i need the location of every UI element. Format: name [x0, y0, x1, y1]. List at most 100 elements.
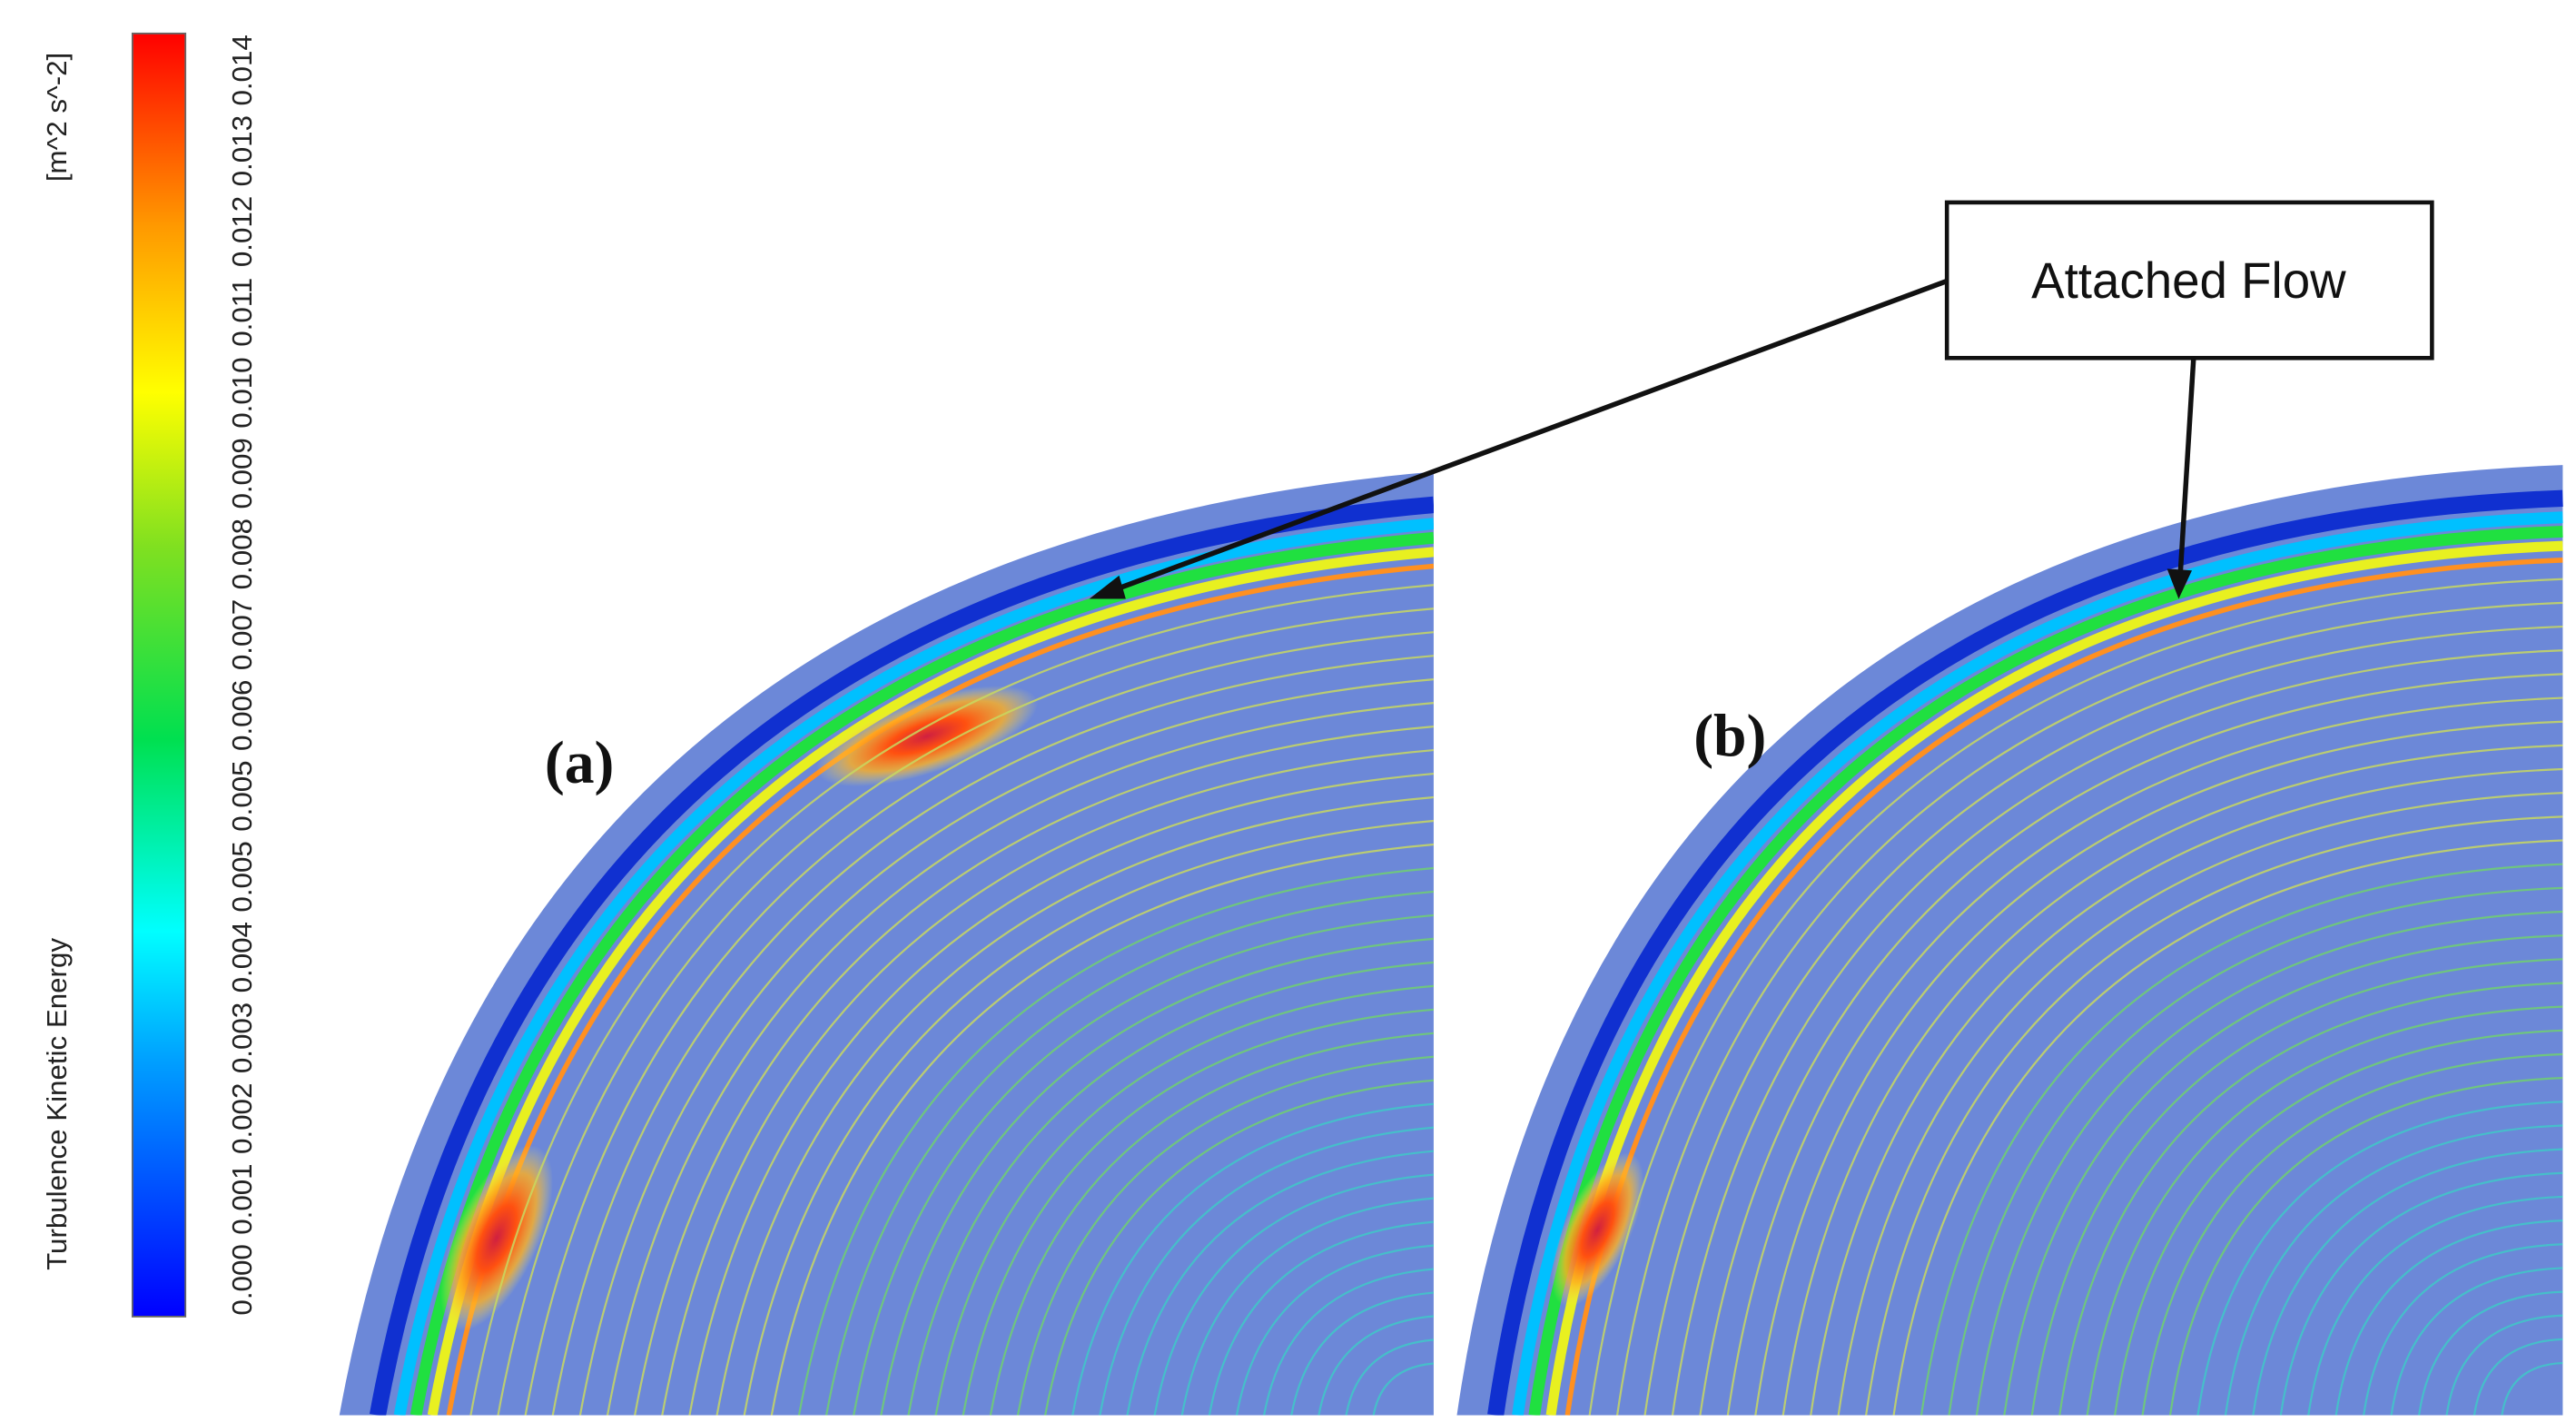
- annotation-text: Attached Flow: [2031, 252, 2346, 309]
- contour-line: [578, 678, 1434, 1416]
- contour-line: [1671, 649, 2563, 1416]
- contour-line: [2141, 1052, 2563, 1416]
- arrow: [1111, 278, 1949, 593]
- contour-line: [934, 984, 1434, 1416]
- contour-line: [2334, 1220, 2563, 1416]
- contour-line: [469, 584, 1434, 1416]
- colorbar-tick-label: 0.011: [226, 278, 258, 347]
- colorbar-tick-label: 0.002: [226, 1083, 258, 1154]
- colorbar-tick-label: 0.000: [226, 1244, 258, 1315]
- contour-line: [1290, 1291, 1434, 1416]
- contour-line: [1615, 601, 2563, 1416]
- boundary-layer: [1512, 511, 2563, 1416]
- colorbar-tick-label: 0.013: [226, 115, 258, 186]
- contour-line: [1781, 744, 2563, 1416]
- contour-line: [962, 1008, 1434, 1416]
- contour-line: [853, 913, 1434, 1416]
- contour-line: [2363, 1243, 2563, 1416]
- contour-line: [2279, 1171, 2563, 1416]
- colorbar-tick-label: 0.003: [226, 1002, 258, 1073]
- contour-line: [880, 937, 1434, 1416]
- domain: [339, 471, 1434, 1416]
- contour-line: [2252, 1148, 2563, 1416]
- contour-line: [1235, 1244, 1434, 1416]
- hot-spot: [816, 686, 1039, 787]
- colorbar-title: Turbulence Kinetic Energy: [41, 938, 73, 1270]
- hot-spot: [1551, 1152, 1644, 1308]
- contour-line: [2390, 1267, 2563, 1416]
- contour-line: [716, 795, 1434, 1416]
- colorbar-tick-label: 0.009: [226, 438, 258, 509]
- contour-line: [634, 725, 1434, 1416]
- contour-line: [989, 1032, 1434, 1416]
- contour-line: [1126, 1150, 1434, 1416]
- colorbar-tick-label: 0.004: [226, 922, 258, 992]
- panel-label: (b): [1693, 703, 1766, 769]
- colorbar-unit: [m^2 s^-2]: [41, 53, 73, 182]
- contour-line: [1044, 1079, 1434, 1416]
- contour-line: [2224, 1124, 2563, 1416]
- contour-line: [2030, 958, 2563, 1416]
- contour-line: [2501, 1361, 2563, 1416]
- contour-line: [1975, 910, 2563, 1416]
- colorbar-tick-label: 0.005: [226, 841, 258, 912]
- contour-line: [1345, 1338, 1434, 1416]
- contour-line: [2307, 1195, 2563, 1416]
- contour-line: [2003, 934, 2563, 1416]
- colorbar-tick-label: 0.006: [226, 680, 258, 751]
- panel-b: [1456, 465, 2563, 1416]
- arrow-head: [1089, 575, 1126, 599]
- contour-line: [1372, 1362, 1434, 1416]
- contour-line: [1208, 1220, 1434, 1416]
- contour-line: [1948, 886, 2563, 1416]
- colorbar: [131, 32, 187, 1318]
- contour-line: [2445, 1314, 2563, 1416]
- contour-line: [2196, 1101, 2563, 1416]
- contour-line: [1153, 1173, 1434, 1416]
- contour-line: [797, 866, 1434, 1416]
- contour-line: [1699, 673, 2563, 1416]
- contour-line: [1754, 720, 2563, 1416]
- contour-line: [1837, 792, 2563, 1416]
- colorbar-tick-label: 0.008: [226, 518, 258, 589]
- contour-line: [770, 843, 1434, 1416]
- colorbar-tick-label: 0.010: [226, 357, 258, 428]
- contour-line: [2417, 1290, 2563, 1416]
- colorbar-tick-label: 0.005: [226, 760, 258, 831]
- arrow-head: [2166, 568, 2193, 599]
- contour-line: [1865, 815, 2563, 1416]
- contour-line: [1016, 1055, 1434, 1416]
- contour-line: [1643, 625, 2563, 1416]
- contour-line: [1920, 863, 2563, 1416]
- colorbar-tick-label: 0.007: [226, 599, 258, 670]
- contour-line: [2114, 1029, 2563, 1416]
- contour-line: [907, 961, 1434, 1416]
- hot-spot: [439, 1145, 553, 1331]
- contour-line: [1180, 1197, 1434, 1416]
- colorbar-tick-label: 0.014: [226, 35, 258, 105]
- contour-line: [1726, 696, 2563, 1416]
- contour-line: [688, 772, 1434, 1416]
- contour-line: [497, 607, 1434, 1416]
- contour-line: [524, 631, 1434, 1416]
- contour-line: [1318, 1315, 1434, 1416]
- contour-line: [743, 819, 1434, 1416]
- panel-a: [339, 471, 1434, 1416]
- annotation-box: [1944, 200, 2434, 360]
- colorbar-tick-label: 0.001: [226, 1163, 258, 1234]
- contour-line: [1071, 1102, 1434, 1416]
- contour-line: [551, 655, 1434, 1416]
- contour-line: [1588, 578, 2563, 1416]
- contour-line: [661, 748, 1434, 1416]
- contour-line: [2472, 1338, 2563, 1416]
- contour-line: [1099, 1126, 1434, 1416]
- contour-line: [606, 702, 1434, 1416]
- boundary-layer: [1528, 525, 2563, 1416]
- contour-line: [1263, 1268, 1434, 1416]
- arrow: [2177, 358, 2196, 575]
- contour-line: [2168, 1077, 2563, 1416]
- boundary-layer: [369, 496, 1434, 1416]
- colorbar-tick-label: 0.012: [226, 196, 258, 267]
